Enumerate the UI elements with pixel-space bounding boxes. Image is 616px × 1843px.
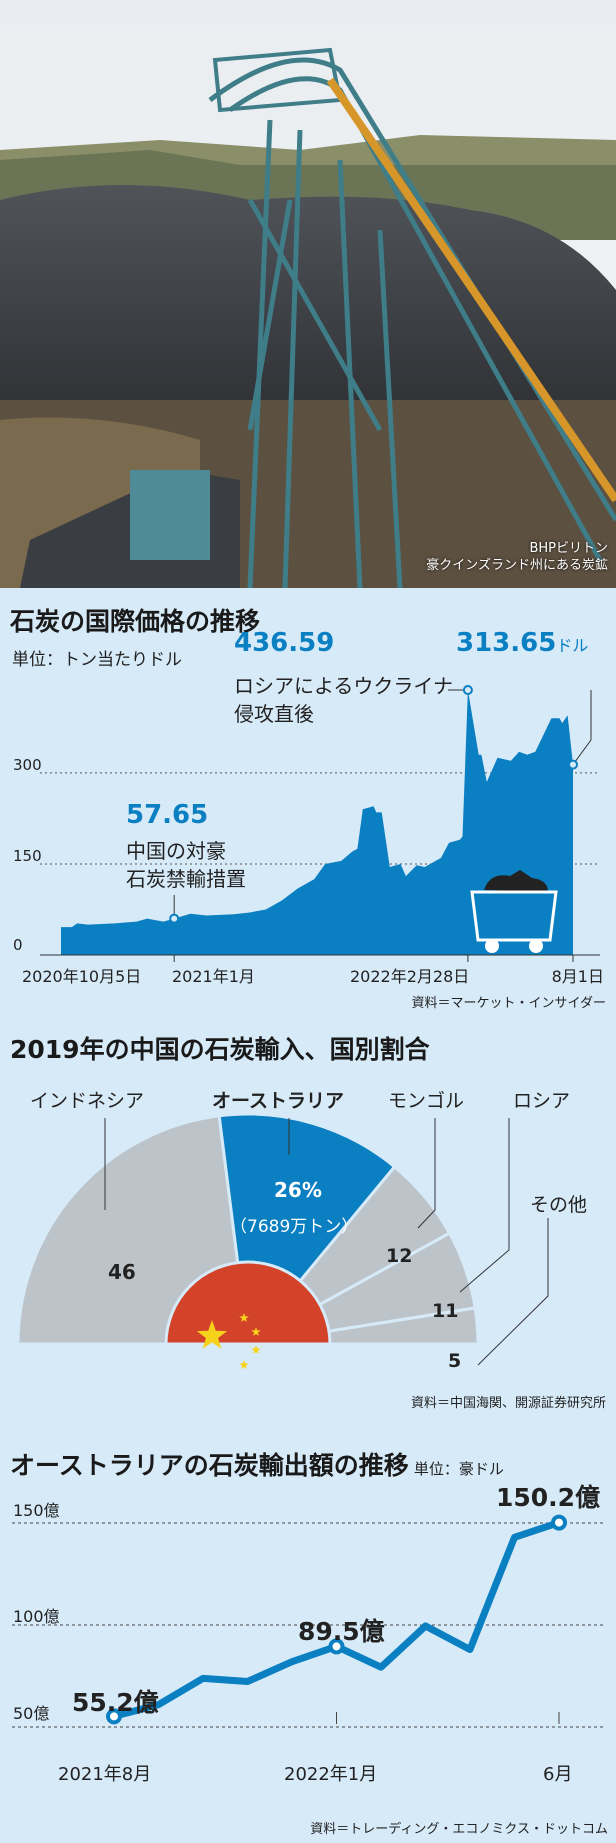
coal-price-unit: 単位：トン当たりドル <box>12 650 182 670</box>
xtick-label: 2021年8月 <box>58 1764 152 1785</box>
china-flag <box>164 1260 332 1346</box>
star-icon <box>196 1320 228 1349</box>
annotation-value: 313.65 <box>456 628 557 658</box>
slice-name-label: その他 <box>530 1194 588 1216</box>
annotation-value: 57.65 <box>126 800 209 830</box>
xtick-label: 2022年2月28日 <box>350 967 470 986</box>
ytick-label: 300 <box>13 756 42 774</box>
slice-name-label: ロシア <box>513 1090 571 1112</box>
caption-line-2: 豪クインズランド州にある炭鉱 <box>426 558 608 573</box>
xtick-label: 6月 <box>543 1764 573 1785</box>
xtick-label: 8月1日 <box>551 967 604 986</box>
annotation-text: 石炭禁輸措置 <box>126 867 246 891</box>
annotation-latest: 313.65ドル <box>456 628 588 658</box>
star-icon <box>239 1313 249 1322</box>
slice-sub-label: （7689万トン） <box>230 1217 359 1237</box>
slice-value-label: 12 <box>386 1245 413 1267</box>
photo-caption: BHPビリトン 豪クインズランド州にある炭鉱 <box>426 540 608 574</box>
star-icon <box>239 1360 249 1369</box>
annotation-text: 侵攻直後 <box>234 702 314 726</box>
import-share-title: 2019年の中国の石炭輸入、国別割合 <box>10 1035 430 1064</box>
slice-value-label: 26% <box>274 1178 322 1202</box>
ytick-label: 100億 <box>13 1607 60 1626</box>
annotation-text: 中国の対豪 <box>126 839 226 863</box>
xtick-label: 2020年10月5日 <box>22 967 142 986</box>
annotation-text: ロシアによるウクライナ <box>234 674 453 698</box>
data-marker <box>568 759 578 770</box>
slice-name-label: インドネシア <box>30 1090 145 1112</box>
price-area <box>61 690 573 955</box>
slice-value-label: 5 <box>448 1350 462 1372</box>
slice-name-label: モンゴル <box>388 1090 465 1112</box>
coal-price-title: 石炭の国際価格の推移 <box>10 607 261 636</box>
data-marker <box>106 1708 122 1725</box>
leader-line <box>477 1218 549 1366</box>
star-icon <box>251 1345 261 1354</box>
leader-line <box>459 1118 510 1293</box>
data-label: 150.2億 <box>496 1483 601 1512</box>
ytick-label: 150 <box>13 847 42 865</box>
data-marker <box>169 913 180 924</box>
import-share-source: 資料＝中国海関、開源証券研究所 <box>410 1396 606 1411</box>
data-marker <box>328 1638 345 1655</box>
slice-value-label: 46 <box>108 1260 136 1284</box>
xtick-label: 2022年1月 <box>284 1764 378 1785</box>
ytick-label: 50億 <box>13 1704 50 1723</box>
slice-value-label: 11 <box>432 1300 459 1322</box>
leader-line <box>572 690 592 765</box>
caption-line-1: BHPビリトン <box>529 541 608 556</box>
data-marker <box>551 1514 567 1531</box>
ytick-label: 0 <box>13 936 23 954</box>
coal-mine-photo: BHPビリトン 豪クインズランド州にある炭鉱 <box>0 0 616 588</box>
star-icon <box>251 1327 261 1336</box>
data-label: 89.5億 <box>298 1617 385 1646</box>
leader-line <box>417 1118 436 1229</box>
slice-name-label: オーストラリア <box>212 1090 345 1112</box>
data-label: 55.2億 <box>72 1688 159 1717</box>
annotation-value: 436.59 <box>234 628 335 658</box>
data-marker <box>462 684 473 695</box>
annotation-unit: ドル <box>556 636 589 655</box>
export-title: オーストラリアの石炭輸出額の推移 <box>10 1451 409 1480</box>
export-unit: 単位：豪ドル <box>413 1460 504 1478</box>
ytick-label: 150億 <box>13 1501 60 1520</box>
export-title-row: オーストラリアの石炭輸出額の推移 単位：豪ドル <box>10 1446 504 1482</box>
export-source: 資料＝トレーディング・エコノミクス・ドットコム <box>310 1822 608 1837</box>
coal-price-source: 資料＝マーケット・インサイダー <box>411 996 606 1011</box>
xtick-label: 2021年1月 <box>172 967 255 986</box>
coal-cart-icon <box>470 870 558 953</box>
